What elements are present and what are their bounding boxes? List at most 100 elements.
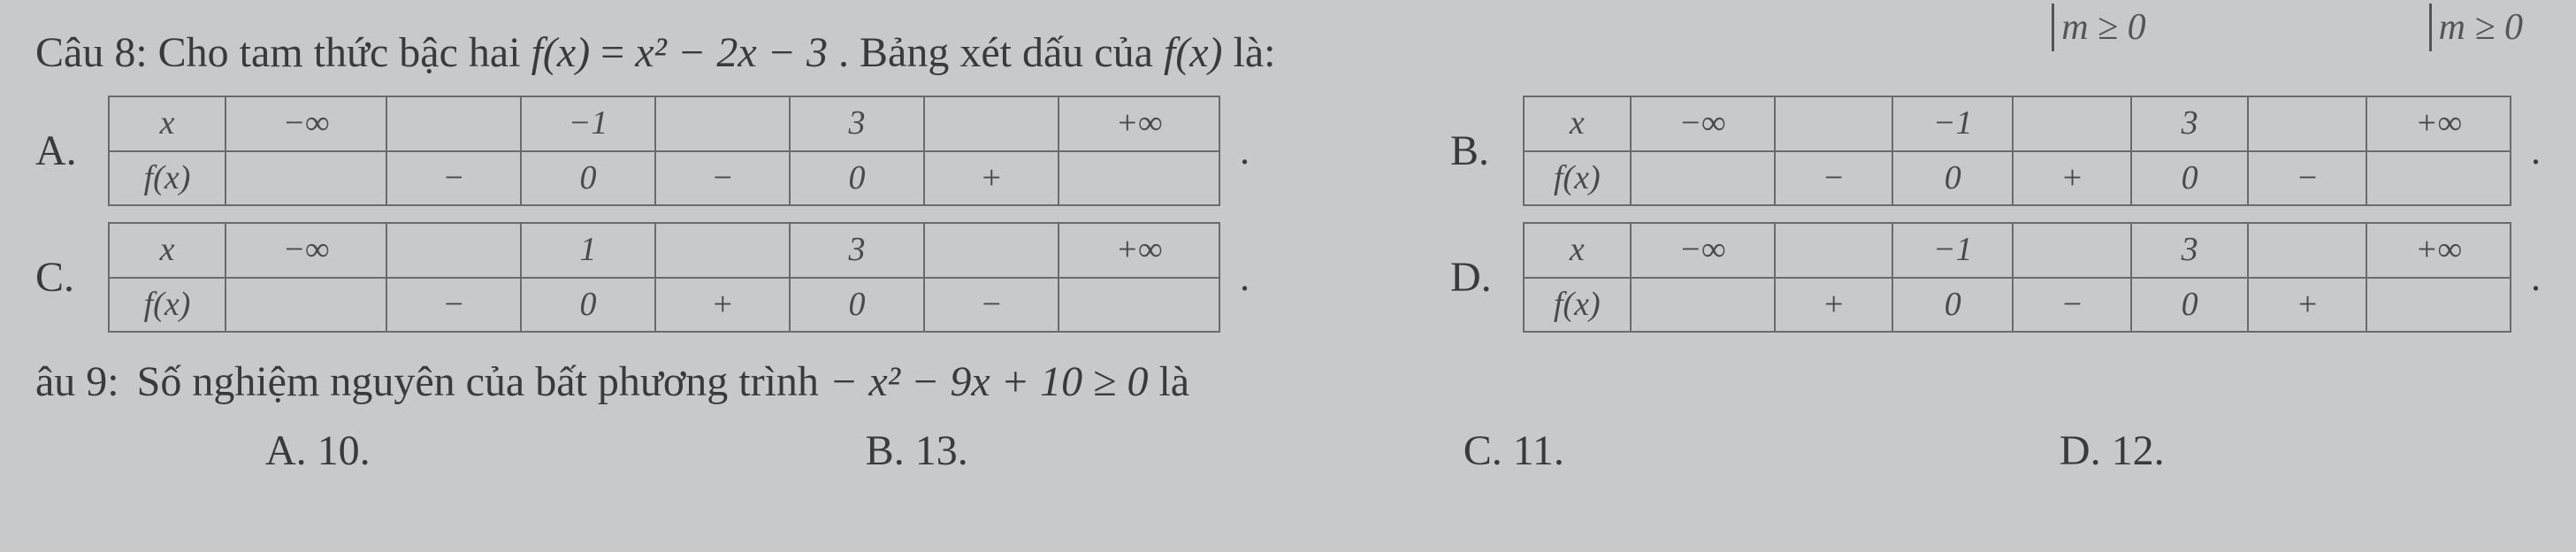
table-fx-cell: − bbox=[924, 278, 1059, 333]
fx-lhs: f(x) bbox=[531, 29, 591, 76]
table-x-cell: 3 bbox=[2131, 223, 2249, 278]
q8-options-row-2: C. x−∞13+∞f(x)−0+0− . D. x−∞−13+∞f(x)+0−… bbox=[35, 222, 2541, 333]
sign-table-B: x−∞−13+∞f(x)−0+0− bbox=[1523, 96, 2511, 206]
choice-B-value: 13. bbox=[915, 427, 968, 474]
table-x-cell: −1 bbox=[1892, 223, 2013, 278]
sign-table-D: x−∞−13+∞f(x)+0−0+ bbox=[1523, 222, 2511, 333]
question-9-choices: A. 10. B. 13. C. 11. D. 12. bbox=[35, 425, 2541, 478]
choice-D: D. 12. bbox=[2060, 425, 2165, 478]
option-B-label: B. bbox=[1450, 125, 1503, 178]
table-fx-cell: 0 bbox=[790, 151, 924, 206]
table-fx-cell: + bbox=[2013, 151, 2131, 206]
table-fx-cell bbox=[2366, 151, 2511, 206]
table-fx-cell: − bbox=[386, 278, 521, 333]
option-B-period: . bbox=[2531, 126, 2541, 175]
choice-C-label: C. bbox=[1464, 427, 1502, 474]
table-x-cell: −∞ bbox=[1631, 96, 1775, 151]
table-fx-cell bbox=[1631, 151, 1775, 206]
table-fx-cell: 0 bbox=[521, 278, 655, 333]
table-fx-cell bbox=[225, 151, 386, 206]
table-fx-cell bbox=[225, 278, 386, 333]
table-fx-cell: + bbox=[1775, 278, 1893, 333]
top-right-fragments: m ≥ 0 m ≥ 0 bbox=[2052, 4, 2523, 51]
table-x-cell: 3 bbox=[790, 96, 924, 151]
question-8-text-1: Cho tam thức bậc hai bbox=[158, 29, 531, 76]
table-x-cell bbox=[1775, 96, 1893, 151]
table-x-cell: 1 bbox=[521, 223, 655, 278]
table-x-cell bbox=[924, 223, 1059, 278]
fragment-m-ge-0-left: m ≥ 0 bbox=[2052, 4, 2145, 51]
table-header-x: x bbox=[1524, 223, 1631, 278]
question-8-label: Câu 8: bbox=[35, 29, 148, 76]
choice-D-value: 12. bbox=[2112, 427, 2165, 474]
table-fx-cell bbox=[2366, 278, 2511, 333]
table-x-cell: −1 bbox=[521, 96, 655, 151]
table-fx-cell: + bbox=[2248, 278, 2366, 333]
table-x-cell bbox=[1775, 223, 1893, 278]
question-9-expr: − x² − 9x + 10 ≥ 0 bbox=[829, 358, 1149, 405]
table-fx-cell: − bbox=[1775, 151, 1893, 206]
table-fx-cell bbox=[1059, 278, 1219, 333]
question-8-text-3: là: bbox=[1234, 29, 1276, 76]
table-header-fx: f(x) bbox=[1524, 278, 1631, 333]
table-x-cell: −1 bbox=[1892, 96, 2013, 151]
table-x-cell: −∞ bbox=[1631, 223, 1775, 278]
fx-rhs: x² − 2x − 3 bbox=[635, 29, 828, 76]
table-header-x: x bbox=[109, 96, 225, 151]
table-x-cell: +∞ bbox=[1059, 223, 1219, 278]
table-x-cell bbox=[655, 96, 790, 151]
option-C: C. x−∞13+∞f(x)−0+0− . bbox=[35, 222, 1415, 333]
table-fx-cell: − bbox=[2248, 151, 2366, 206]
choice-D-label: D. bbox=[2060, 427, 2101, 474]
table-fx-cell: − bbox=[2013, 278, 2131, 333]
table-fx-cell: 0 bbox=[1892, 278, 2013, 333]
table-x-cell bbox=[386, 223, 521, 278]
table-header-x: x bbox=[109, 223, 225, 278]
table-x-cell: −∞ bbox=[225, 223, 386, 278]
option-A-label: A. bbox=[35, 125, 88, 178]
table-x-cell: −∞ bbox=[225, 96, 386, 151]
choice-A-value: 10. bbox=[317, 427, 371, 474]
table-fx-cell: 0 bbox=[521, 151, 655, 206]
option-A-period: . bbox=[1240, 126, 1250, 175]
table-fx-cell: 0 bbox=[1892, 151, 2013, 206]
page: m ≥ 0 m ≥ 0 Câu 8: Cho tam thức bậc hai … bbox=[0, 0, 2576, 552]
q8-options-row-1: A. x−∞−13+∞f(x)−0−0+ . B. x−∞−13+∞f(x)−0… bbox=[35, 96, 2541, 206]
table-header-x: x bbox=[1524, 96, 1631, 151]
table-fx-cell: 0 bbox=[2131, 278, 2249, 333]
choice-A-label: A. bbox=[265, 427, 307, 474]
question-8-text-2: . Bảng xét dấu của bbox=[838, 29, 1164, 76]
table-x-cell bbox=[2013, 223, 2131, 278]
table-x-cell: +∞ bbox=[2366, 223, 2511, 278]
table-header-fx: f(x) bbox=[1524, 151, 1631, 206]
table-fx-cell: 0 bbox=[790, 278, 924, 333]
choice-B-label: B. bbox=[866, 427, 905, 474]
option-A: A. x−∞−13+∞f(x)−0−0+ . bbox=[35, 96, 1415, 206]
table-x-cell bbox=[2248, 223, 2366, 278]
fx-ref: f(x) bbox=[1164, 29, 1223, 76]
table-x-cell bbox=[655, 223, 790, 278]
table-header-fx: f(x) bbox=[109, 151, 225, 206]
choice-B: B. 13. bbox=[866, 425, 968, 478]
table-fx-cell: − bbox=[386, 151, 521, 206]
question-9-text-1: Số nghiệm nguyên của bất phương trình bbox=[137, 358, 829, 405]
table-fx-cell bbox=[1631, 278, 1775, 333]
choice-A: A. 10. bbox=[265, 425, 371, 478]
choice-C-value: 11. bbox=[1513, 427, 1564, 474]
option-D-label: D. bbox=[1450, 251, 1503, 304]
table-fx-cell: 0 bbox=[2131, 151, 2249, 206]
question-9-label: âu 9: bbox=[35, 356, 119, 409]
table-x-cell: +∞ bbox=[1059, 96, 1219, 151]
table-x-cell bbox=[924, 96, 1059, 151]
table-fx-cell: − bbox=[655, 151, 790, 206]
table-x-cell bbox=[386, 96, 521, 151]
sign-table-A: x−∞−13+∞f(x)−0−0+ bbox=[108, 96, 1220, 206]
question-9-text-2: là bbox=[1158, 358, 1189, 405]
option-D-period: . bbox=[2531, 253, 2541, 302]
table-x-cell bbox=[2248, 96, 2366, 151]
sign-table-C: x−∞13+∞f(x)−0+0− bbox=[108, 222, 1220, 333]
choice-C: C. 11. bbox=[1464, 425, 1564, 478]
table-fx-cell bbox=[1059, 151, 1219, 206]
table-x-cell bbox=[2013, 96, 2131, 151]
option-D: D. x−∞−13+∞f(x)+0−0+ . bbox=[1450, 222, 2541, 333]
